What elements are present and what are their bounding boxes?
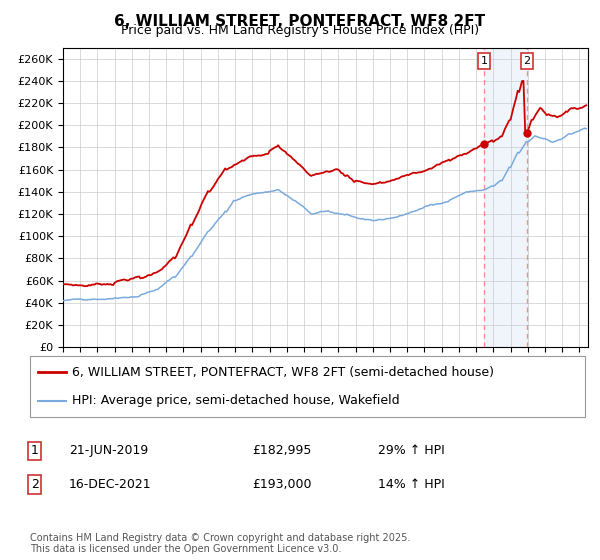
Text: 1: 1 [31,444,39,458]
Text: 14% ↑ HPI: 14% ↑ HPI [378,478,445,491]
Text: HPI: Average price, semi-detached house, Wakefield: HPI: Average price, semi-detached house,… [71,394,399,407]
Text: 16-DEC-2021: 16-DEC-2021 [69,478,152,491]
Text: 2: 2 [524,56,530,66]
Text: 21-JUN-2019: 21-JUN-2019 [69,444,148,458]
Text: 6, WILLIAM STREET, PONTEFRACT, WF8 2FT: 6, WILLIAM STREET, PONTEFRACT, WF8 2FT [115,14,485,29]
Text: 29% ↑ HPI: 29% ↑ HPI [378,444,445,458]
Text: 6, WILLIAM STREET, PONTEFRACT, WF8 2FT (semi-detached house): 6, WILLIAM STREET, PONTEFRACT, WF8 2FT (… [71,366,494,379]
Text: 1: 1 [481,56,488,66]
FancyBboxPatch shape [30,356,585,417]
Text: 2: 2 [31,478,39,491]
Text: Price paid vs. HM Land Registry's House Price Index (HPI): Price paid vs. HM Land Registry's House … [121,24,479,37]
Text: Contains HM Land Registry data © Crown copyright and database right 2025.
This d: Contains HM Land Registry data © Crown c… [30,533,410,554]
Bar [484,48,527,347]
Text: £193,000: £193,000 [252,478,311,491]
Text: £182,995: £182,995 [252,444,311,458]
